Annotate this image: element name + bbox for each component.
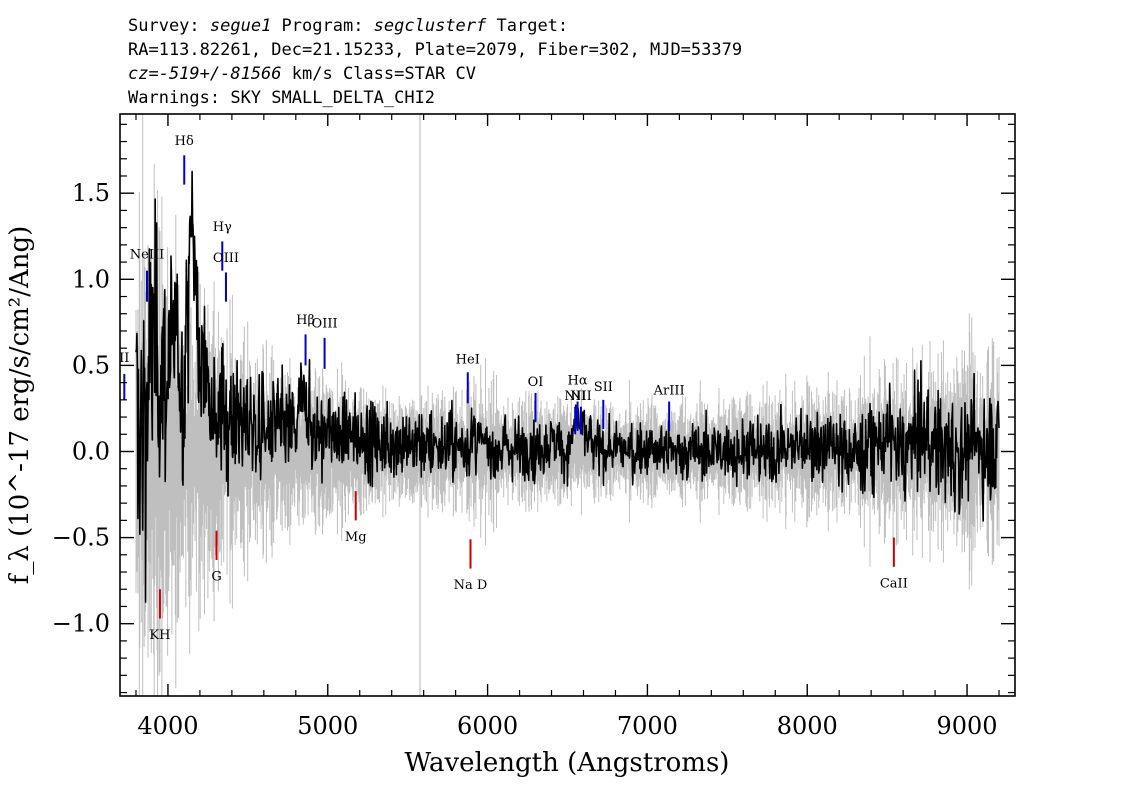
y-tick-label: −1.0	[52, 610, 110, 638]
line-marker-label: NII	[570, 389, 592, 404]
line-marker-label: G	[211, 570, 221, 585]
line-marker-label: II	[119, 351, 129, 366]
y-axis-title: f_λ (10^-17 erg/s/cm²/Ang)	[5, 226, 35, 585]
header-line-3: cz=-519+/-81566 km/s Class=STAR CV	[128, 64, 476, 84]
y-tick-label: 1.5	[72, 179, 110, 207]
line-marker-label: NII	[564, 389, 586, 404]
x-tick-label: 6000	[457, 712, 518, 740]
axis-ticks: 4000 5000 6000 7000 8000 9000 −1.0 −0.5 0.0 0.5 1.…	[52, 114, 1015, 740]
x-tick-label: 9000	[937, 712, 998, 740]
line-marker-label: Hα	[568, 373, 588, 388]
line-marker-label: CaII	[880, 577, 908, 592]
header: Survey: segue1 Program: segclusterf Targ…	[128, 16, 742, 108]
line-marker-label: OIII	[312, 317, 338, 332]
header-line-1: Survey: segue1 Program: segclusterf Targ…	[128, 16, 568, 36]
line-marker-label: KH	[149, 628, 170, 643]
line-marker-label: SII	[594, 380, 613, 395]
line-marker-label: Na D	[454, 578, 488, 593]
line-marker-label: Hδ	[175, 134, 194, 149]
line-marker-label: HeI	[456, 353, 480, 368]
y-tick-label: 1.0	[72, 265, 110, 293]
line-marker-label: Hγ	[213, 220, 232, 235]
line-marker-label: Mg	[345, 530, 367, 545]
y-tick-label: 0.5	[72, 351, 110, 379]
line-marker-label: OIII	[213, 251, 239, 266]
x-tick-label: 8000	[777, 712, 838, 740]
line-marker-label: NeIII	[130, 248, 164, 263]
line-marker-label: Hβ	[296, 313, 315, 328]
line-marker-label: OI	[528, 375, 544, 390]
flux-line	[135, 170, 1000, 603]
x-tick-label: 5000	[297, 712, 358, 740]
line-marker-label: ArIII	[653, 384, 685, 399]
x-tick-label: 7000	[617, 712, 678, 740]
y-tick-label: 0.0	[72, 437, 110, 465]
x-tick-label: 4000	[137, 712, 198, 740]
plot-frame	[119, 113, 1016, 697]
x-axis-title: Wavelength (Angstroms)	[405, 748, 730, 778]
flux-series	[135, 170, 1000, 603]
y-tick-label: −0.5	[52, 524, 110, 552]
header-line-4: Warnings: SKY SMALL_DELTA_CHI2	[128, 88, 435, 108]
header-line-2: RA=113.82261, Dec=21.15233, Plate=2079, …	[128, 40, 742, 60]
